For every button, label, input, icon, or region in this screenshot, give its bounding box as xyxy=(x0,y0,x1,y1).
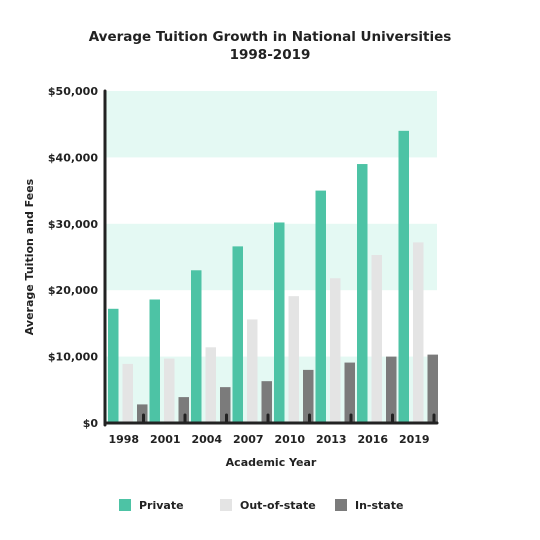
bar-out-of-state-2010 xyxy=(288,296,299,423)
bar-out-of-state-2007 xyxy=(247,319,258,423)
chart-title: Average Tuition Growth in National Unive… xyxy=(88,29,452,45)
bar-in-state-2010 xyxy=(303,369,314,423)
legend-item-in-state: In-state xyxy=(335,497,403,513)
legend-item-out-of-state: Out-of-state xyxy=(220,497,316,513)
legend-label: Private xyxy=(139,498,184,512)
bar-private-2004 xyxy=(191,270,202,423)
bar-private-2010 xyxy=(274,222,285,423)
bar-out-of-state-1998 xyxy=(122,363,133,423)
y-tick-label: $50,000 xyxy=(48,85,98,98)
bar-in-state-2007 xyxy=(261,381,272,423)
y-tick-label: $10,000 xyxy=(48,351,98,364)
bar-private-2019 xyxy=(398,130,409,423)
bar-private-1998 xyxy=(108,308,119,423)
x-axis-label: Academic Year xyxy=(226,456,317,469)
bar-private-2013 xyxy=(315,190,326,423)
x-tick-label: 2010 xyxy=(274,433,305,446)
bar-in-state-1998 xyxy=(137,404,148,423)
legend-swatch xyxy=(335,499,347,511)
bar-out-of-state-2016 xyxy=(371,255,382,423)
bar-private-2007 xyxy=(232,246,243,423)
bar-in-state-2016 xyxy=(386,356,397,423)
legend-item-private: Private xyxy=(119,497,184,513)
bar-out-of-state-2004 xyxy=(205,347,216,423)
y-tick-label: $40,000 xyxy=(48,151,98,164)
legend-label: In-state xyxy=(355,498,404,512)
bar-out-of-state-2001 xyxy=(164,358,175,423)
legend-label: Out-of-state xyxy=(240,498,316,512)
legend-swatch xyxy=(119,499,131,511)
plot-band xyxy=(105,223,437,291)
bar-in-state-2001 xyxy=(178,397,189,423)
bar-in-state-2019 xyxy=(427,354,438,423)
bar-out-of-state-2019 xyxy=(413,242,424,423)
x-tick-label: 2016 xyxy=(357,433,388,446)
plot-band xyxy=(105,91,437,158)
y-tick-label: $0 xyxy=(83,417,99,430)
x-tick-label: 1998 xyxy=(108,433,139,446)
x-tick-label: 2007 xyxy=(233,433,264,446)
bar-private-2016 xyxy=(357,164,368,424)
bar-private-2001 xyxy=(149,299,160,423)
bar-out-of-state-2013 xyxy=(330,278,341,423)
x-tick-label: 2013 xyxy=(316,433,347,446)
legend-swatch xyxy=(220,499,232,511)
y-tick-label: $20,000 xyxy=(48,284,98,297)
chart-subtitle: 1998-2019 xyxy=(229,47,311,63)
bar-in-state-2013 xyxy=(344,362,355,423)
x-tick-label: 2004 xyxy=(191,433,222,446)
x-tick-label: 2019 xyxy=(399,433,430,446)
bar-in-state-2004 xyxy=(220,387,231,423)
y-tick-label: $30,000 xyxy=(48,218,98,231)
y-axis-label: Average Tuition and Fees xyxy=(23,178,36,335)
x-tick-label: 2001 xyxy=(150,433,181,446)
chart-legend: Private Out-of-state In-state xyxy=(0,497,540,517)
